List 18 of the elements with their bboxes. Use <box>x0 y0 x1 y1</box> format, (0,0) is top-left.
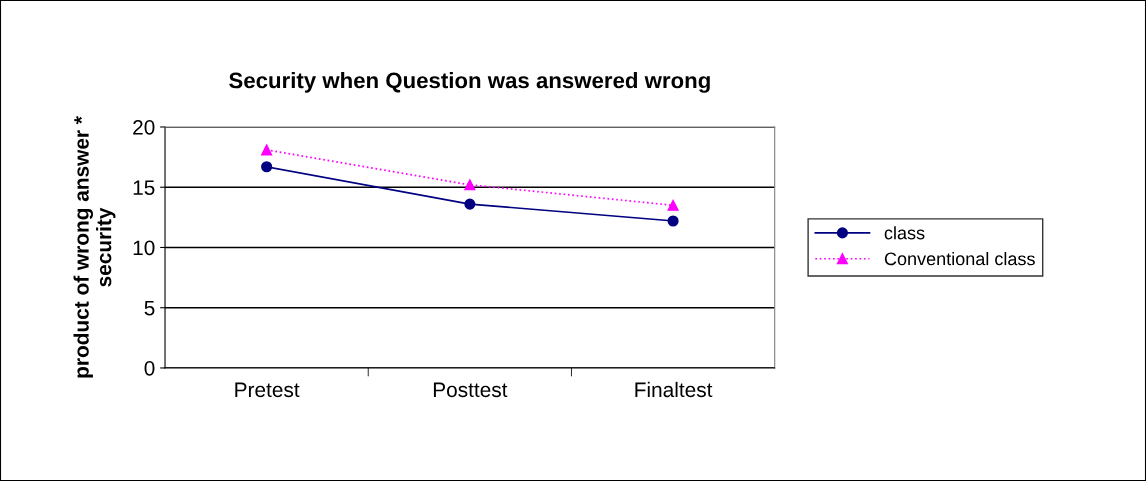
point <box>464 179 476 191</box>
point <box>261 161 273 173</box>
y-axis-title: product of wrong answer * security <box>73 116 116 378</box>
x-tick-label: Posttest <box>433 382 508 398</box>
y-tick-label: 10 <box>133 240 155 256</box>
x-tick-label: Finaltest <box>635 381 713 398</box>
point <box>261 144 273 156</box>
point <box>667 215 679 227</box>
legend-label: Conventional class <box>884 251 1035 266</box>
y-tick-label: 5 <box>144 300 155 316</box>
point <box>464 198 476 210</box>
y-tick-label: 20 <box>133 119 155 135</box>
y-tick-label: 0 <box>144 360 155 376</box>
chart-title: Security when Question was answered wrong <box>229 71 710 93</box>
legend-label: class <box>884 226 925 240</box>
point <box>667 199 679 211</box>
x-tick-label: Pretest <box>235 382 300 398</box>
y-tick-label: 15 <box>133 180 155 195</box>
